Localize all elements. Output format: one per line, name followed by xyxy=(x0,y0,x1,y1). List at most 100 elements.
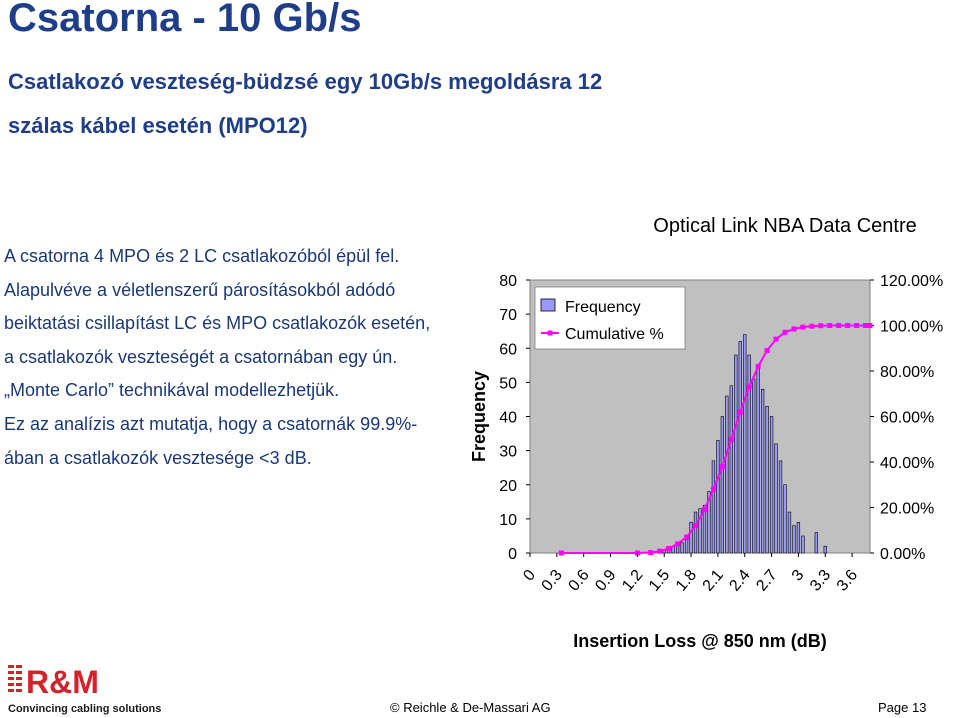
y2-tick-label: 100.00% xyxy=(880,319,943,336)
frequency-bar xyxy=(801,535,805,554)
frequency-bar xyxy=(738,341,742,554)
frequency-bar xyxy=(756,368,760,554)
y-tick-label: 30 xyxy=(499,444,517,461)
x-tick-label: 2.1 xyxy=(700,567,727,595)
y2-tick-label: 120.00% xyxy=(880,273,943,290)
frequency-bar xyxy=(778,460,783,554)
y2-tick-label: 20.00% xyxy=(880,501,934,518)
chart-title: Optical Link NBA Data Centre xyxy=(653,215,916,237)
cumulative-point xyxy=(809,323,815,329)
legend-label-cumulative: Cumulative % xyxy=(565,326,664,343)
cumulative-point xyxy=(773,336,779,342)
frequency-bar xyxy=(698,508,702,554)
cumulative-point xyxy=(719,464,725,470)
frequency-bar xyxy=(680,542,684,554)
cumulative-point xyxy=(854,323,860,328)
x-axis-label: Insertion Loss @ 850 nm (dB) xyxy=(573,631,827,651)
frequency-bar xyxy=(707,491,711,554)
cumulative-point xyxy=(836,323,842,328)
frequency-bar xyxy=(711,460,716,554)
frequency-bar xyxy=(769,416,774,554)
body-paragraph-2: Alapulvéve a véletlenszerű párosításokbó… xyxy=(4,279,431,401)
cumulative-point xyxy=(845,323,851,328)
cumulative-point xyxy=(782,329,788,335)
x-tick-label: 3.3 xyxy=(807,567,834,595)
x-tick-label: 1.2 xyxy=(619,567,646,595)
cumulative-point xyxy=(701,507,707,513)
logo-text: R&M xyxy=(26,664,99,696)
cumulative-point xyxy=(863,323,869,328)
frequency-bar xyxy=(783,484,787,554)
frequency-bar xyxy=(684,539,689,554)
footer-page-number: Page 13 xyxy=(878,700,927,715)
frequency-bar xyxy=(693,511,698,554)
footer-copyright: © Reichle & De-Massari AG xyxy=(390,700,551,715)
cumulative-point xyxy=(737,409,743,415)
frequency-bar xyxy=(689,521,693,554)
page-subtitle: Csatlakozó veszteség-büdzsé egy 10Gb/s m… xyxy=(8,69,603,138)
cumulative-point xyxy=(728,436,734,442)
y-tick-label: 10 xyxy=(499,512,517,529)
cumulative-point xyxy=(666,545,672,551)
frequency-bar xyxy=(743,334,747,554)
frequency-bar xyxy=(720,416,725,554)
x-tick-label: 0.3 xyxy=(539,567,566,595)
y-tick-label: 50 xyxy=(499,375,517,392)
cumulative-point xyxy=(693,523,699,529)
legend-label-frequency: Frequency xyxy=(565,299,641,316)
y-tick-label: 40 xyxy=(499,410,517,427)
cumulative-point xyxy=(867,323,873,328)
body-paragraph-1: A csatorna 4 MPO és 2 LC csatlakozóból é… xyxy=(4,246,400,266)
frequency-bar xyxy=(787,511,792,554)
frequency-bar xyxy=(760,388,765,554)
x-tick-label: 3.6 xyxy=(834,567,861,595)
legend-marker-cumulative xyxy=(547,330,553,336)
frequency-bar xyxy=(747,354,751,554)
x-tick-label: 0.6 xyxy=(565,567,592,595)
company-logo: R&M xyxy=(8,662,158,716)
x-tick-label: 0 xyxy=(520,567,539,585)
x-tick-label: 1.8 xyxy=(673,567,700,595)
cumulative-point xyxy=(818,323,824,329)
y2-tick-label: 0.00% xyxy=(880,546,925,563)
y2-tick-label: 60.00% xyxy=(880,410,934,427)
frequency-bar xyxy=(752,378,756,554)
frequency-bar xyxy=(734,354,738,554)
y2-tick-label: 80.00% xyxy=(880,364,934,381)
frequency-bar xyxy=(729,385,733,554)
frequency-bar xyxy=(796,521,801,554)
r-and-m-logo-icon: R&M xyxy=(8,664,99,700)
cumulative-point xyxy=(684,534,690,540)
histogram-chart: Optical Link NBA Data Centre 0 10 20 30 40 50 6… xyxy=(455,205,960,660)
frequency-bar xyxy=(823,545,827,554)
body-paragraph-3: Ez az analízis azt mutatja, hogy a csato… xyxy=(4,413,418,468)
legend-swatch-frequency xyxy=(540,298,556,312)
cumulative-point xyxy=(675,541,681,547)
cumulative-point xyxy=(657,548,663,554)
cumulative-point xyxy=(791,326,797,332)
cumulative-point xyxy=(648,550,654,556)
cumulative-point xyxy=(558,550,564,556)
cumulative-line xyxy=(561,324,870,554)
frequency-bar xyxy=(765,405,769,554)
cumulative-point xyxy=(746,384,752,390)
page-title: Csatorna - 10 Gb/s xyxy=(8,0,362,40)
y-tick-label: 20 xyxy=(499,478,517,495)
y-axis-label: Frequency xyxy=(469,371,489,462)
cumulative-point xyxy=(755,363,761,369)
x-tick-label: 1.5 xyxy=(646,567,673,595)
chart-svg: Optical Link NBA Data Centre 0 10 20 30 40 50 6… xyxy=(469,215,943,651)
y-tick-label: 60 xyxy=(499,341,517,358)
frequency-bar xyxy=(774,443,778,554)
x-tick-label: 2.4 xyxy=(726,567,753,595)
frequency-bar xyxy=(725,395,729,554)
x-tick-label: 2.7 xyxy=(753,567,780,595)
y-tick-label: 0 xyxy=(508,546,517,563)
cumulative-point xyxy=(800,324,806,330)
body-text: A csatorna 4 MPO és 2 LC csatlakozóból é… xyxy=(4,240,444,475)
frequency-bar xyxy=(702,504,707,554)
legend-box xyxy=(534,286,686,350)
y-tick-label: 80 xyxy=(499,273,517,290)
frequency-bar xyxy=(792,525,796,554)
frequency-bar xyxy=(716,440,720,554)
